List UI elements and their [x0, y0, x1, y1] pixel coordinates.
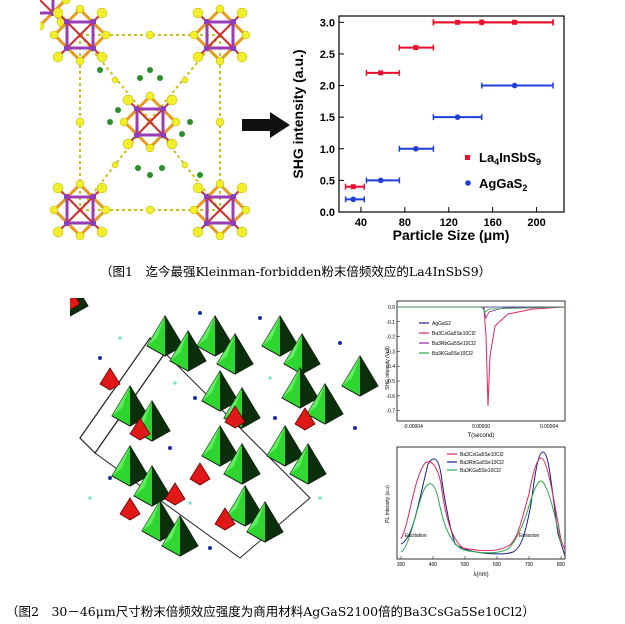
data-point	[512, 19, 518, 25]
x-tick-label: 500	[461, 562, 470, 568]
y-axis-label: SHG intensity (a.u.)	[290, 49, 306, 178]
y-tick-label: -0.2	[386, 335, 395, 341]
legend-label: Ba3KGa5Se10Cl2	[460, 468, 501, 474]
figure1-caption: （图1 迄今最强Kleinman-forbidden粉末倍频效应的La4InSb…	[100, 264, 492, 279]
y-tick-label: -0.6	[386, 394, 395, 400]
data-point	[350, 196, 357, 203]
y-tick-label: 2.5	[320, 49, 335, 61]
legend-label: Ba3RbGa5Se10Cl2	[460, 460, 504, 466]
y-axis-label: PL Intensity (a.u)	[385, 485, 391, 523]
legend-label: Ba3CsGa5Se10Cl2	[432, 331, 476, 337]
x-axis-label: λ(nm)	[473, 572, 488, 578]
chart-frame	[396, 446, 566, 560]
y-tick-label: 0.0	[320, 207, 335, 219]
right-arrow-icon	[242, 112, 290, 138]
y-axis-label: SHG intensity (Volt)	[385, 346, 391, 390]
data-point	[413, 45, 419, 51]
x-tick-label: 300	[397, 562, 406, 568]
y-tick-label: 1.5	[320, 112, 335, 124]
data-point	[377, 177, 384, 184]
figure1-structure-image	[40, 0, 250, 240]
x-axis-label: T(second)	[467, 433, 494, 439]
y-tick-label: 2.0	[320, 81, 335, 93]
y-tick-label: 0.5	[320, 175, 335, 187]
x-tick-label: 700	[525, 562, 534, 568]
x-tick-label: 120	[440, 217, 458, 229]
legend-label: Ba3KGa5Se10Cl2	[432, 351, 473, 357]
shg-particle-size-chart: 0.0 0.5 1.0 1.5 2.0 2.5 3.0 40 80 120 160 200 SHG i…	[290, 15, 565, 243]
x-tick-label: 600	[493, 562, 502, 568]
x-tick-label: 800	[557, 562, 566, 568]
chart-frame	[396, 300, 566, 422]
legend-label: Ba3RbGa5Se10Cl2	[432, 341, 476, 347]
y-tick-label: 0.0	[388, 305, 395, 311]
figure2-caption: （图2 30－46μm尺寸粉末倍频效应强度为商用材料AgGaS2100倍的Ba3…	[6, 604, 535, 619]
y-tick-label: 1.0	[320, 144, 335, 156]
data-point	[350, 184, 356, 190]
x-tick-label: 200	[527, 217, 545, 229]
figure2-structure-image	[70, 298, 379, 559]
data-point	[454, 114, 461, 120]
legend-label: Ba3CsGa5Se10Cl2	[460, 452, 504, 458]
data-point	[511, 82, 518, 89]
y-tick-label: -0.1	[386, 320, 395, 326]
legend-label: AgGaS2	[432, 321, 451, 327]
x-tick-label: -0.00004	[403, 424, 423, 430]
pl-intensity-chart: 300 400 500 600 700 800 PL Intensity (a.u) λ(…	[385, 446, 566, 578]
y-tick-label: -0.4	[386, 364, 395, 370]
annotation-excitation: Excitation	[405, 533, 427, 539]
data-point	[378, 70, 384, 76]
x-tick-label: 40	[355, 217, 367, 229]
x-tick-label: 0.00004	[540, 424, 558, 430]
y-tick-label: -0.7	[386, 409, 395, 415]
chart-legend: La4InSbS9 AgGaS2	[465, 150, 541, 193]
y-tick-label: -0.5	[386, 379, 395, 385]
x-tick-label: 0.00000	[472, 424, 490, 430]
legend-marker-aggas2	[465, 180, 471, 186]
x-tick-label: 80	[399, 217, 411, 229]
legend-marker-la4insbs9	[465, 155, 470, 160]
legend-label-aggas2: AgGaS2	[479, 176, 527, 193]
data-point	[413, 145, 419, 152]
chart-frame	[338, 15, 565, 213]
legend-label-la4insbs9: La4InSbS9	[479, 150, 541, 167]
shg-time-chart: 0.0 -0.1 -0.2 -0.3 -0.4 -0.5 -0.6 -0.7 -0.00004 0…	[385, 300, 566, 439]
annotation-emission: Emission	[519, 533, 540, 539]
x-axis-label: Particle Size (μm)	[393, 227, 510, 243]
y-tick-label: -0.3	[386, 349, 395, 355]
x-tick-label: 400	[429, 562, 438, 568]
y-tick-label: 3.0	[320, 17, 335, 29]
x-tick-label: 160	[483, 217, 501, 229]
